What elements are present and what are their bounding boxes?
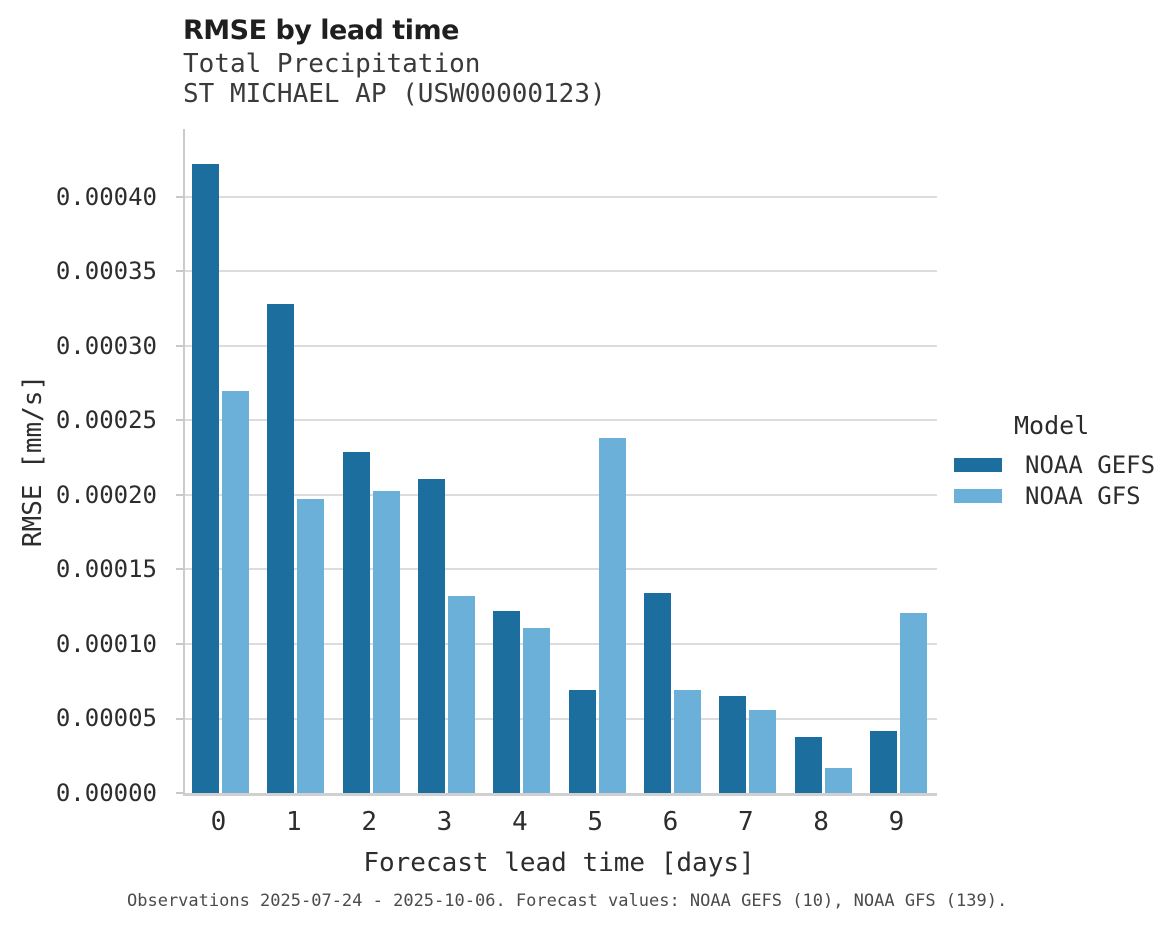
y-tick-mark [176,270,183,273]
x-axis-title: Forecast lead time [days] [363,848,755,878]
bar-noaa-gefs-lead-0 [192,164,219,793]
bar-noaa-gfs-lead-1 [297,499,325,793]
y-tick-label: 0.00025 [55,406,157,435]
bar-noaa-gfs-lead-9 [899,612,927,793]
y-tick-label: 0.00000 [55,779,157,807]
x-tick-label: 7 [737,807,754,837]
legend-label: NOAA GEFS [1025,450,1156,479]
y-tick-label: 0.00020 [55,480,157,509]
bar-noaa-gefs-lead-6 [643,593,671,793]
x-tick-label: 0 [210,807,227,837]
legend-label: NOAA GFS [1025,481,1141,510]
x-tick-label: 2 [361,807,377,837]
legend-title: Model [1014,411,1090,440]
y-tick-label: 0.00005 [55,704,157,733]
chart-subtitle-station: ST MICHAEL AP (USW00000123) [183,79,606,109]
bar-noaa-gefs-lead-4 [493,611,521,793]
gridline [185,493,937,496]
x-tick-label: 8 [813,807,829,837]
gridline [185,419,937,422]
x-tick-label: 4 [511,807,528,837]
y-tick-label: 0.00015 [55,555,157,584]
legend-entries: NOAA GEFS NOAA GFS [954,449,1155,511]
bar-noaa-gfs-lead-7 [749,710,777,793]
legend-swatch-icon [954,488,1002,503]
bar-noaa-gfs-lead-3 [447,596,475,793]
y-tick-mark [176,717,183,720]
bar-noaa-gefs-lead-3 [417,478,445,793]
x-tick-label: 5 [587,807,603,837]
x-tick-label: 9 [888,807,905,837]
bar-noaa-gfs-lead-8 [824,768,852,793]
x-tick-label: 6 [662,807,679,837]
legend-swatch-icon [954,457,1002,472]
y-tick-label: 0.00030 [55,331,157,360]
y-tick-label: 0.00010 [55,629,157,658]
y-tick-label: 0.00035 [55,257,157,286]
bar-noaa-gefs-lead-5 [568,690,596,793]
y-axis-tick-labels: 0.00000 0.00005 0.00010 0.00015 0.00020 0.000… [40,0,157,928]
caption: Observations 2025-07-24 - 2025-10-06. Fo… [127,891,1008,911]
x-tick-label: 3 [436,807,453,837]
bar-noaa-gfs-lead-5 [598,438,626,793]
gridline [185,270,937,273]
chart-title: RMSE by lead time [183,15,459,46]
gridline [185,568,937,571]
y-tick-mark [176,568,183,571]
bar-noaa-gfs-lead-0 [222,390,249,793]
bar-noaa-gfs-lead-4 [523,627,551,793]
y-tick-label: 0.00040 [55,182,157,211]
x-tick-label: 1 [286,807,302,837]
bar-noaa-gefs-lead-9 [869,731,897,793]
y-tick-mark [176,195,183,198]
bar-noaa-gfs-lead-6 [673,690,701,793]
y-tick-mark [176,419,183,422]
bar-noaa-gefs-lead-8 [794,737,822,793]
y-tick-mark [176,344,183,347]
legend: Model NOAA GEFS NOAA GFS [954,410,1155,511]
bar-noaa-gfs-lead-2 [372,490,400,793]
legend-entry: NOAA GFS [954,480,1155,511]
bar-noaa-gefs-lead-7 [719,696,747,793]
y-tick-mark [176,643,183,645]
legend-entry: NOAA GEFS [954,449,1155,480]
plot-area [176,129,937,796]
y-tick-mark [176,792,183,794]
x-axis-tick-labels: 0 1 2 3 4 5 6 7 8 9 [183,807,935,839]
gridline [185,643,937,645]
y-tick-mark [176,493,183,496]
bar-noaa-gefs-lead-1 [267,304,295,793]
bar-noaa-gefs-lead-2 [342,451,370,793]
chart-subtitle-variable: Total Precipitation [183,49,481,79]
gridline [185,344,937,347]
gridline [185,195,937,198]
gridline [185,717,937,720]
